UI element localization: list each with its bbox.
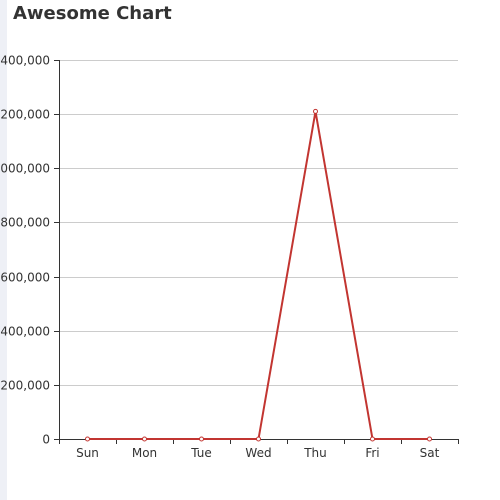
axes [54,60,459,444]
y-tick-label: 1,400,000 [0,54,50,68]
x-tick-label: Sat [420,446,440,460]
data-point [85,436,90,442]
data-point [142,436,147,442]
chart-title: Awesome Chart [13,3,172,24]
data-point [427,436,432,442]
x-tick-labels: Sun Mon Tue Wed Thu Fri Sat [76,446,440,460]
y-tick-label: 1,200,000 [0,108,50,122]
x-tick-label: Fri [365,446,379,460]
x-tick-label: Thu [303,446,327,460]
data-point [370,436,375,442]
x-tick-label: Wed [245,446,271,460]
data-point [199,436,204,442]
series-layer [85,108,432,442]
y-tick-labels: 0 200,000 400,000 600,000 800,000 1,000,000 1,… [0,54,50,447]
x-tick-label: Mon [132,446,157,460]
x-tick-label: Tue [190,446,212,460]
y-tick-label: 0 [42,433,50,447]
left-edge-strip [0,0,7,500]
y-tick-label: 1,000,000 [0,162,50,176]
y-tick-label: 200,000 [0,379,50,393]
y-tick-label: 600,000 [0,271,50,285]
data-point [313,108,318,114]
data-point [256,436,261,442]
grid-lines [59,60,458,386]
y-tick-label: 800,000 [0,216,50,230]
series-line [87,111,430,440]
y-tick-label: 400,000 [0,325,50,339]
x-tick-label: Sun [76,446,99,460]
